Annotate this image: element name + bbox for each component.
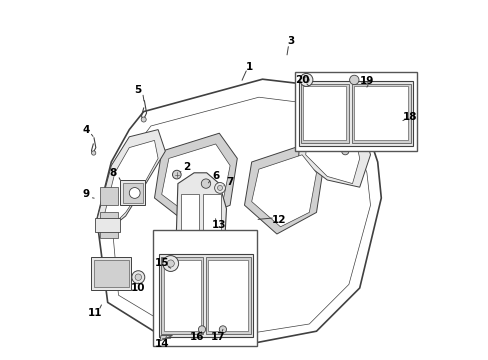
Circle shape bbox=[172, 170, 181, 179]
Bar bbox=[163, 260, 200, 331]
Text: 3: 3 bbox=[287, 36, 294, 46]
Polygon shape bbox=[154, 133, 237, 223]
Text: 2: 2 bbox=[183, 162, 190, 172]
Bar bbox=[120, 180, 145, 205]
Text: 7: 7 bbox=[226, 177, 233, 187]
Circle shape bbox=[198, 326, 205, 333]
Text: 16: 16 bbox=[189, 332, 204, 342]
Polygon shape bbox=[97, 79, 381, 346]
Bar bbox=[101, 212, 118, 238]
Circle shape bbox=[307, 125, 317, 134]
Circle shape bbox=[201, 179, 210, 188]
Text: 6: 6 bbox=[212, 171, 219, 181]
Polygon shape bbox=[244, 144, 323, 234]
Polygon shape bbox=[104, 140, 158, 227]
Bar bbox=[181, 194, 199, 234]
Text: 13: 13 bbox=[212, 220, 226, 230]
Text: 8: 8 bbox=[109, 168, 117, 178]
Polygon shape bbox=[159, 254, 253, 337]
Text: 17: 17 bbox=[211, 332, 225, 342]
Bar bbox=[161, 257, 203, 334]
Bar bbox=[294, 72, 416, 151]
Circle shape bbox=[341, 148, 348, 155]
Text: 4: 4 bbox=[82, 125, 90, 135]
Polygon shape bbox=[160, 336, 172, 341]
Circle shape bbox=[217, 185, 222, 190]
Circle shape bbox=[135, 274, 141, 280]
Circle shape bbox=[299, 73, 312, 86]
Circle shape bbox=[303, 77, 309, 83]
Text: 18: 18 bbox=[402, 112, 416, 122]
Text: 12: 12 bbox=[271, 215, 285, 225]
Bar bbox=[354, 86, 407, 140]
Polygon shape bbox=[251, 155, 316, 227]
Bar bbox=[101, 187, 118, 205]
Circle shape bbox=[167, 260, 174, 267]
Polygon shape bbox=[97, 130, 165, 230]
Circle shape bbox=[163, 256, 178, 271]
Circle shape bbox=[349, 75, 358, 85]
Bar bbox=[91, 257, 131, 290]
Polygon shape bbox=[298, 81, 412, 146]
Text: 19: 19 bbox=[359, 76, 373, 86]
Text: 20: 20 bbox=[294, 75, 309, 85]
Polygon shape bbox=[298, 112, 370, 187]
Circle shape bbox=[132, 271, 144, 284]
Bar bbox=[152, 230, 257, 346]
Bar bbox=[303, 86, 346, 140]
Text: 5: 5 bbox=[134, 85, 142, 95]
Text: 1: 1 bbox=[246, 62, 253, 72]
Text: 9: 9 bbox=[82, 189, 89, 199]
Bar bbox=[203, 194, 221, 234]
Polygon shape bbox=[176, 173, 226, 281]
Circle shape bbox=[214, 183, 225, 193]
Text: 11: 11 bbox=[88, 308, 102, 318]
Text: 15: 15 bbox=[155, 258, 169, 268]
Circle shape bbox=[141, 117, 146, 122]
Polygon shape bbox=[162, 144, 230, 216]
Bar bbox=[205, 257, 250, 334]
Bar bbox=[208, 260, 247, 331]
Circle shape bbox=[91, 151, 96, 155]
Bar bbox=[122, 183, 142, 203]
Text: 14: 14 bbox=[154, 339, 169, 349]
Bar bbox=[300, 84, 348, 143]
Polygon shape bbox=[178, 245, 223, 277]
Circle shape bbox=[219, 326, 226, 333]
Text: 10: 10 bbox=[131, 283, 145, 293]
Polygon shape bbox=[305, 122, 359, 184]
Circle shape bbox=[129, 188, 140, 198]
Bar bbox=[351, 84, 410, 143]
Bar bbox=[94, 260, 128, 287]
Bar bbox=[95, 218, 120, 232]
